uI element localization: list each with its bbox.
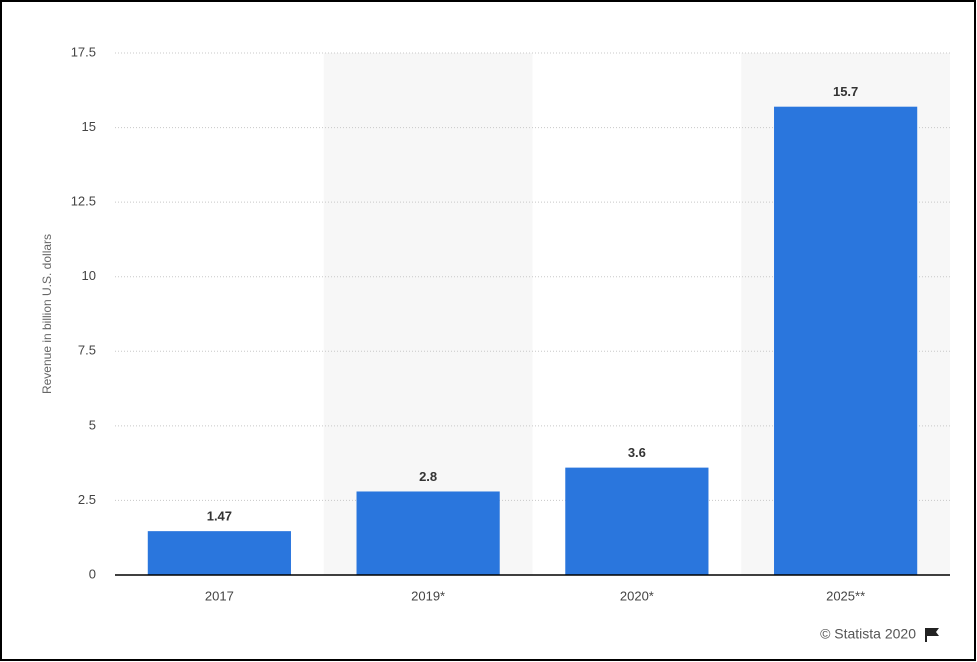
- x-tick-label: 2019*: [411, 588, 445, 603]
- y-tick-label: 2.5: [78, 492, 96, 507]
- y-tick-label: 0: [89, 566, 96, 581]
- x-tick-label: 2025**: [826, 588, 865, 603]
- y-tick-label: 12.5: [71, 194, 96, 209]
- value-label: 1.47: [207, 509, 232, 524]
- flag-icon[interactable]: [925, 628, 939, 642]
- bar: [356, 491, 500, 575]
- y-axis-label: Revenue in billion U.S. dollars: [40, 234, 54, 394]
- y-tick-label: 7.5: [78, 343, 96, 358]
- y-tick-label: 15: [82, 119, 96, 134]
- credit[interactable]: © Statista 2020: [820, 626, 916, 642]
- flag: [927, 628, 939, 636]
- x-tick-label: 2020*: [620, 588, 654, 603]
- band-shade: [323, 53, 533, 575]
- x-tick-label: 2017: [205, 588, 234, 603]
- y-tick-label: 5: [89, 417, 96, 432]
- value-label: 3.6: [628, 445, 646, 460]
- y-tick-label: 17.5: [71, 44, 96, 59]
- value-label: 15.7: [833, 84, 858, 99]
- y-tick-label: 10: [82, 268, 96, 283]
- value-label: 2.8: [419, 469, 437, 484]
- bar: [147, 531, 291, 575]
- bar: [774, 106, 918, 575]
- bar: [565, 467, 709, 575]
